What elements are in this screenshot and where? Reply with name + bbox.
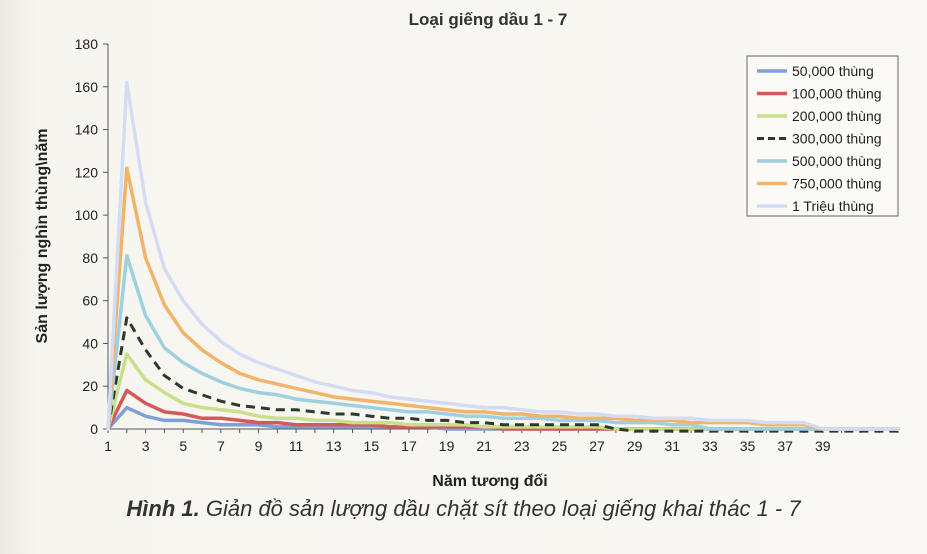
legend-label: 200,000 thùng xyxy=(792,108,882,124)
series-line-500-000-th-ng xyxy=(106,254,900,431)
legend-label: 100,000 thùng xyxy=(792,86,882,102)
x-tick-label: 5 xyxy=(179,438,187,454)
x-tick-label: 27 xyxy=(589,438,605,454)
y-tick-label: 160 xyxy=(75,79,99,95)
x-ticks: 1 3 5 7 9 11 13 15 17 19 21 23 25 27 29 31 33 35 37 39 xyxy=(104,429,899,454)
y-tick-label: 100 xyxy=(75,207,99,223)
y-tick-label: 80 xyxy=(82,250,98,266)
legend-label: 1 Triệu thùng xyxy=(792,198,874,214)
x-tick-label: 15 xyxy=(364,438,380,454)
x-tick-label: 25 xyxy=(552,438,568,454)
legend-label: 300,000 thùng xyxy=(792,131,882,147)
legend-label: 750,000 thùng xyxy=(792,176,882,192)
x-tick-label: 13 xyxy=(326,438,342,454)
x-tick-label: 1 xyxy=(104,438,112,454)
legend: 50,000 thùng 100,000 thùng 200,000 thùng 30… xyxy=(746,55,899,217)
y-tick-label: 120 xyxy=(75,164,99,180)
y-tick-label: 180 xyxy=(75,36,99,52)
x-tick-label: 37 xyxy=(777,438,793,454)
caption-label: Hình 1. xyxy=(126,496,200,521)
x-tick-label: 35 xyxy=(740,438,756,454)
x-tick-label: 29 xyxy=(627,438,643,454)
x-tick-label: 33 xyxy=(702,438,718,454)
figure-caption: Hình 1. Giản đồ sản lượng dầu chặt sít t… xyxy=(0,496,927,522)
x-tick-label: 3 xyxy=(142,438,150,454)
y-ticks: 0 20 40 60 80 100 120 140 160 180 xyxy=(75,36,108,437)
series-line-750-000-th-ng xyxy=(106,166,900,431)
x-tick-label: 7 xyxy=(217,438,225,454)
series-line-1-tri-u-th-ng xyxy=(106,80,900,431)
x-tick-label: 31 xyxy=(664,438,680,454)
x-tick-label: 21 xyxy=(476,438,492,454)
series-line-300-000-th-ng xyxy=(106,316,898,433)
y-tick-label: 60 xyxy=(82,293,98,309)
x-axis-label: Năm tương đối xyxy=(432,473,547,490)
caption-text: Giản đồ sản lượng dầu chặt sít theo loại… xyxy=(199,496,801,521)
legend-label: 50,000 thùng xyxy=(792,63,874,79)
y-tick-label: 140 xyxy=(75,122,99,138)
chart-title: Loại giếng dầu 1 - 7 xyxy=(409,10,568,29)
y-tick-label: 20 xyxy=(82,378,98,394)
series-layer xyxy=(106,80,900,433)
x-tick-label: 39 xyxy=(815,438,831,454)
x-tick-label: 17 xyxy=(401,438,417,454)
x-tick-label: 23 xyxy=(514,438,530,454)
x-tick-label: 9 xyxy=(255,438,263,454)
x-tick-label: 19 xyxy=(439,438,455,454)
y-tick-label: 0 xyxy=(90,421,98,437)
y-axis-label: Sản lượng nghìn thùng\năm xyxy=(34,129,51,344)
x-tick-label: 11 xyxy=(289,438,304,454)
legend-box xyxy=(746,55,899,217)
legend-label: 500,000 thùng xyxy=(792,153,882,169)
y-tick-label: 40 xyxy=(82,335,98,351)
